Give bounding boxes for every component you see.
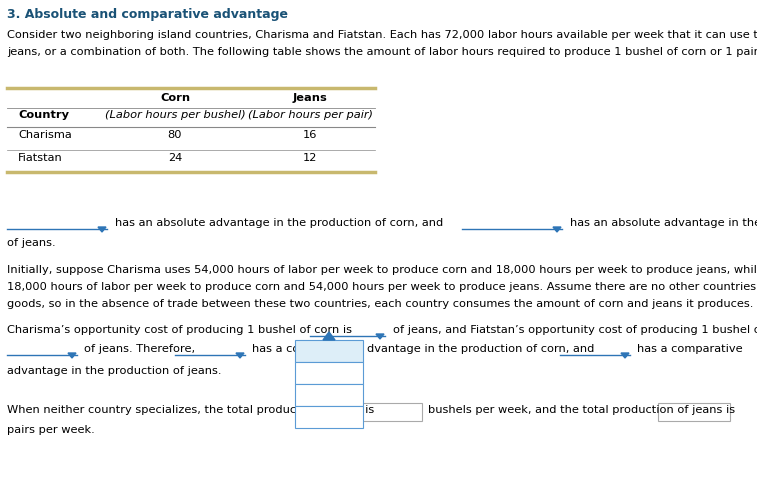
FancyBboxPatch shape — [350, 403, 422, 421]
Polygon shape — [621, 353, 629, 358]
Text: has a comparative: has a comparative — [637, 344, 743, 354]
Text: 1/5 pair: 1/5 pair — [301, 366, 345, 376]
Polygon shape — [323, 332, 335, 340]
Text: 12: 12 — [303, 153, 317, 163]
Text: 80: 80 — [168, 130, 182, 140]
FancyBboxPatch shape — [295, 340, 363, 362]
Text: (Labor hours per bushel): (Labor hours per bushel) — [104, 110, 245, 120]
FancyBboxPatch shape — [658, 403, 730, 421]
FancyBboxPatch shape — [295, 384, 363, 406]
FancyBboxPatch shape — [295, 406, 363, 428]
Text: (Labor hours per pair): (Labor hours per pair) — [248, 110, 372, 120]
Text: 18,000 hours of labor per week to produce corn and 54,000 hours per week to prod: 18,000 hours of labor per week to produc… — [7, 282, 757, 292]
Text: 1/2 pair: 1/2 pair — [301, 344, 345, 354]
Text: goods, so in the absence of trade between these two countries, each country cons: goods, so in the absence of trade betwee… — [7, 299, 753, 309]
Text: Corn: Corn — [160, 93, 190, 103]
Text: advantage in the production of jeans.: advantage in the production of jeans. — [7, 366, 222, 376]
Polygon shape — [98, 227, 106, 232]
Polygon shape — [553, 227, 561, 232]
Text: 24: 24 — [168, 153, 182, 163]
Text: pairs per week.: pairs per week. — [7, 425, 95, 435]
Text: Charisma’s opportunity cost of producing 1 bushel of corn is: Charisma’s opportunity cost of producing… — [7, 325, 352, 335]
Text: has an absolute advantage in the production: has an absolute advantage in the product… — [570, 218, 757, 228]
Text: 5 pairs: 5 pairs — [301, 410, 340, 420]
Text: Country: Country — [18, 110, 69, 120]
Text: When neither country specializes, the total production of corn is: When neither country specializes, the to… — [7, 405, 374, 415]
Polygon shape — [376, 334, 384, 339]
Text: of jeans, and Fiatstan’s opportunity cost of producing 1 bushel of corn is: of jeans, and Fiatstan’s opportunity cos… — [393, 325, 757, 335]
Text: Consider two neighboring island countries, Charisma and Fiatstan. Each has 72,00: Consider two neighboring island countrie… — [7, 30, 757, 40]
Text: 3. Absolute and comparative advantage: 3. Absolute and comparative advantage — [7, 8, 288, 21]
Text: has an absolute advantage in the production of corn, and: has an absolute advantage in the product… — [115, 218, 444, 228]
Text: Initially, suppose Charisma uses 54,000 hours of labor per week to produce corn : Initially, suppose Charisma uses 54,000 … — [7, 265, 757, 275]
Text: of jeans. Therefore,: of jeans. Therefore, — [84, 344, 195, 354]
Polygon shape — [236, 353, 244, 358]
Polygon shape — [68, 353, 76, 358]
Text: bushels per week, and the total production of jeans is: bushels per week, and the total producti… — [428, 405, 735, 415]
Text: Fiatstan: Fiatstan — [18, 153, 63, 163]
Text: dvantage in the production of corn, and: dvantage in the production of corn, and — [367, 344, 594, 354]
Text: of jeans.: of jeans. — [7, 238, 55, 248]
Text: Charisma: Charisma — [18, 130, 72, 140]
Text: 16: 16 — [303, 130, 317, 140]
Text: 2 pairs: 2 pairs — [301, 388, 340, 398]
FancyBboxPatch shape — [295, 362, 363, 384]
Text: Jeans: Jeans — [293, 93, 327, 103]
Text: jeans, or a combination of both. The following table shows the amount of labor h: jeans, or a combination of both. The fol… — [7, 47, 757, 57]
Text: has a com: has a com — [252, 344, 310, 354]
